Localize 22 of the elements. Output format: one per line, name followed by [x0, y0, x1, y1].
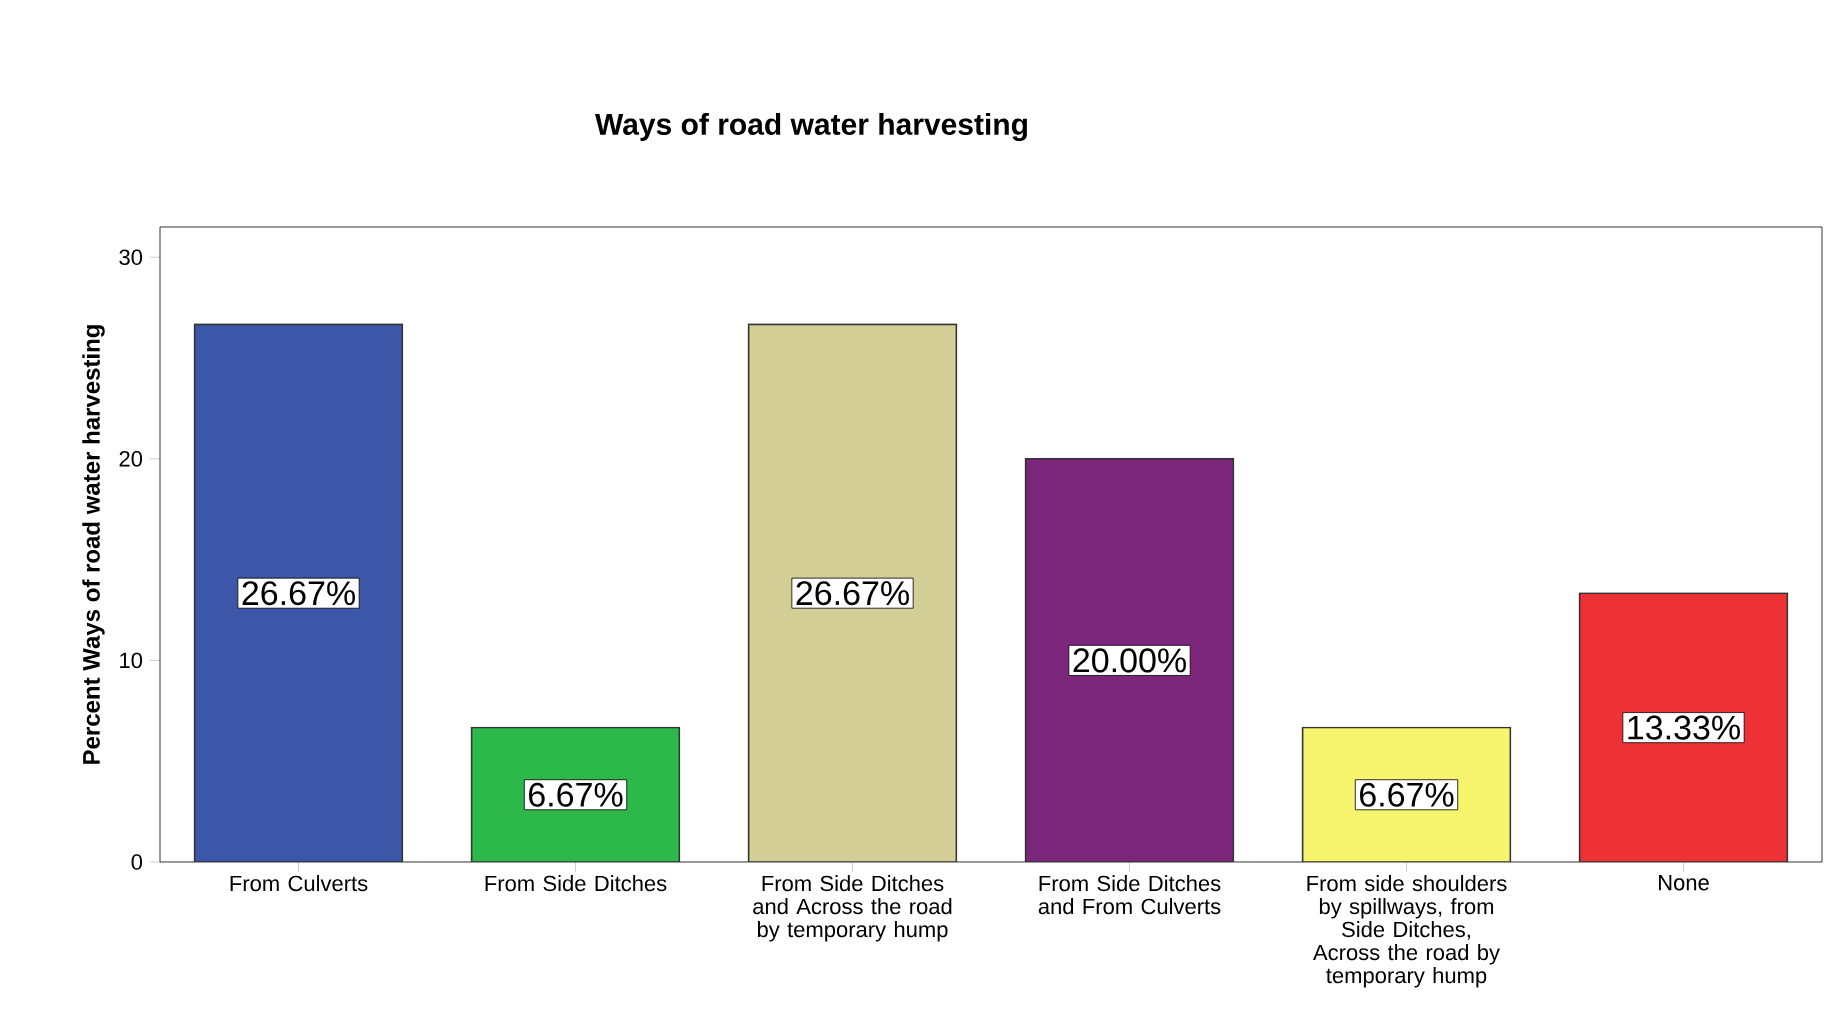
data-label: 20.00%	[1073, 648, 1186, 673]
y-axis-title: Percent Ways of road water harvesting	[82, 325, 105, 764]
x-tick-label: From Side Ditches	[485, 875, 667, 892]
data-label: 6.67%	[529, 782, 623, 807]
bar	[1578, 592, 1789, 862]
x-tick-label: None	[1659, 875, 1709, 891]
data-label: 6.67%	[1360, 782, 1454, 807]
chart-title: Ways of road water harvesting	[595, 112, 1027, 142]
data-label: 13.33%	[1628, 715, 1740, 740]
data-label: 26.67%	[796, 581, 909, 606]
bar	[1024, 458, 1235, 862]
x-tick-label: From Side Ditches and From Culverts	[1038, 875, 1221, 915]
bar	[747, 323, 958, 862]
bar	[193, 323, 404, 862]
data-label: 26.67%	[242, 581, 355, 606]
x-tick-label: From side shoulders by spillways, from Side Ditches, Across the road by temporary hump	[1307, 875, 1507, 988]
x-tick-label: From Side Ditches and Across the road by temporary hump	[753, 875, 952, 942]
x-tick-label: From Culverts	[230, 875, 368, 892]
y-tick-label: 0	[131, 854, 143, 870]
y-tick-label: 30	[119, 249, 143, 266]
y-tick-label: 10	[120, 652, 143, 669]
y-tick-label: 20	[119, 451, 143, 467]
